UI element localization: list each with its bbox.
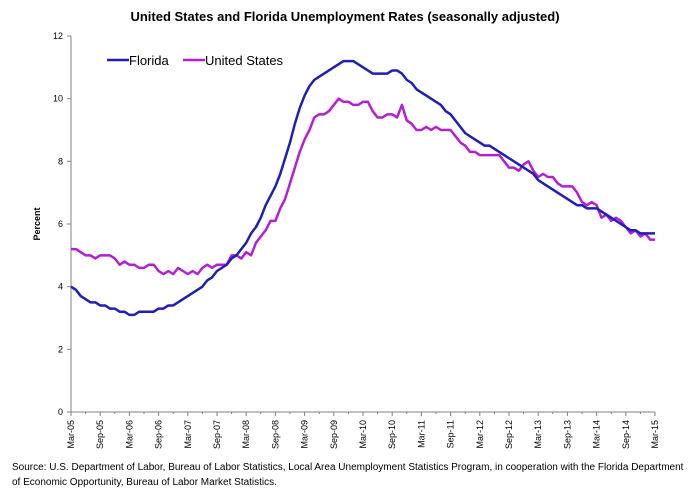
legend-label: Florida — [129, 53, 170, 68]
source-note: Source: U.S. Department of Labor, Bureau… — [12, 462, 684, 488]
legend: Florida United States — [107, 53, 284, 68]
y-tick-label: 10 — [53, 94, 63, 104]
x-tick-label: Sep-14 — [621, 420, 631, 449]
chart-title: United States and Florida Unemployment R… — [130, 9, 559, 24]
x-tick-label: Sep-05 — [95, 420, 105, 449]
x-tick-label: Mar-05 — [66, 420, 76, 449]
x-tick-label: Mar-10 — [358, 420, 368, 449]
x-tick-label: Mar-06 — [124, 420, 134, 449]
y-tick-label: 4 — [58, 282, 63, 292]
x-tick-label: Sep-09 — [329, 420, 339, 449]
x-tick-label: Sep-07 — [212, 420, 222, 449]
series-line-florida — [70, 59, 655, 317]
series-lines — [70, 59, 655, 317]
x-tick-label: Mar-13 — [533, 420, 543, 449]
y-tick-label: 8 — [58, 156, 63, 166]
y-tick-label: 2 — [58, 344, 63, 354]
x-tick-label: Mar-14 — [592, 420, 602, 449]
y-tick-labels: 0 2 4 6 8 10 12 — [53, 31, 63, 417]
legend-label: United States — [205, 53, 284, 68]
x-tick-labels: Mar-05 Sep-05 Mar-06 Sep-06 Mar-07 Sep-07 Mar-… — [66, 420, 660, 449]
series-line-united-states — [71, 97, 655, 276]
x-tick-label: Mar-08 — [241, 420, 251, 449]
x-tick-label: Sep-12 — [504, 420, 514, 449]
axes — [67, 35, 656, 416]
x-tick-label: Sep-08 — [270, 420, 280, 449]
y-tick-label: 0 — [58, 407, 63, 417]
y-tick-label: 12 — [53, 31, 63, 41]
x-tick-label: Mar-09 — [300, 420, 310, 449]
x-tick-label: Mar-12 — [475, 420, 485, 449]
x-tick-label: Mar-07 — [183, 420, 193, 449]
x-tick-label: Sep-13 — [562, 420, 572, 449]
x-tick-label: Mar-11 — [416, 420, 426, 448]
x-tick-label: Mar-15 — [650, 420, 660, 449]
x-tick-label: Sep-11 — [446, 420, 456, 448]
y-tick-label: 6 — [58, 219, 63, 229]
y-axis-label: Percent — [32, 207, 42, 240]
x-tick-label: Sep-10 — [387, 420, 397, 449]
x-tick-label: Sep-06 — [154, 420, 164, 449]
